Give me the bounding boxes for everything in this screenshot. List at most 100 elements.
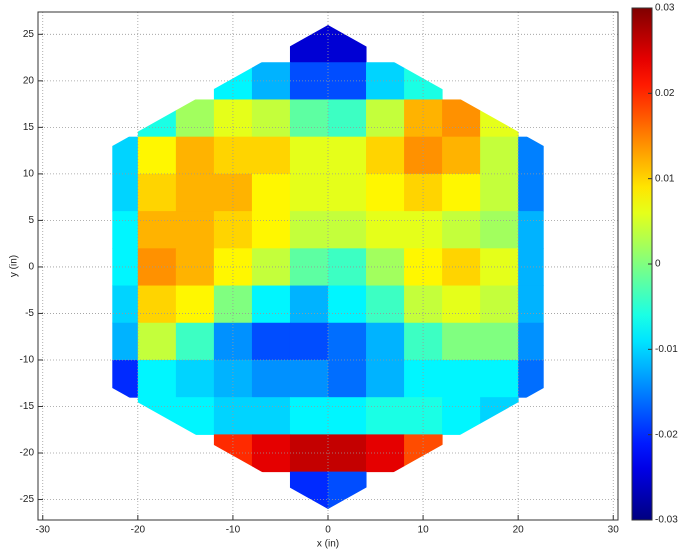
heat-cell bbox=[176, 360, 215, 398]
heat-cell bbox=[328, 397, 367, 435]
heat-cell bbox=[480, 211, 519, 249]
heat-cell bbox=[518, 360, 557, 398]
heat-cell bbox=[366, 397, 405, 435]
heat-cell bbox=[480, 137, 519, 175]
y-tick-label: 20 bbox=[23, 75, 35, 86]
heat-cell bbox=[138, 397, 177, 435]
y-tick-label: -10 bbox=[20, 355, 35, 366]
heat-cell bbox=[328, 99, 367, 137]
heat-cell bbox=[442, 286, 481, 324]
x-tick-label: -30 bbox=[36, 525, 51, 536]
x-tick-label: 10 bbox=[418, 525, 430, 536]
colorbar-tick-label: -0.01 bbox=[655, 344, 678, 355]
heat-cell bbox=[442, 211, 481, 249]
x-axis-label: x (in) bbox=[317, 539, 339, 550]
heat-cell bbox=[176, 286, 215, 324]
heat-cell bbox=[442, 99, 481, 137]
heat-cell bbox=[138, 211, 177, 249]
heat-cell bbox=[176, 211, 215, 249]
heat-cell bbox=[290, 286, 329, 324]
heat-cell bbox=[442, 174, 481, 212]
heat-cell bbox=[138, 286, 177, 324]
heat-cell bbox=[138, 174, 177, 212]
heat-cell bbox=[290, 434, 329, 472]
heat-cell bbox=[252, 360, 291, 398]
heat-cell bbox=[442, 397, 481, 435]
heat-cell bbox=[252, 211, 291, 249]
heat-cell bbox=[176, 174, 215, 212]
colorbar-tick-label: -0.03 bbox=[655, 515, 678, 526]
heat-cell bbox=[100, 174, 139, 212]
heat-cell bbox=[138, 137, 177, 175]
heat-cell bbox=[366, 286, 405, 324]
heat-cell bbox=[100, 286, 139, 324]
heat-cell bbox=[138, 323, 177, 361]
heat-cell bbox=[480, 174, 519, 212]
heat-cell bbox=[366, 323, 405, 361]
heat-cell bbox=[290, 323, 329, 361]
heat-cell bbox=[100, 360, 139, 398]
heat-cell bbox=[100, 137, 139, 175]
colorbar-tick-label: 0.02 bbox=[655, 88, 675, 99]
heat-cell bbox=[100, 211, 139, 249]
heat-cell bbox=[480, 397, 519, 435]
heat-cell bbox=[252, 137, 291, 175]
y-tick-label: -15 bbox=[20, 401, 35, 412]
heat-cell bbox=[138, 360, 177, 398]
heat-cell bbox=[518, 248, 557, 286]
heat-cell bbox=[252, 397, 291, 435]
y-tick-label: 15 bbox=[23, 122, 35, 133]
heat-cell bbox=[176, 397, 215, 435]
heat-cell bbox=[290, 62, 329, 100]
y-tick-label: 10 bbox=[23, 169, 35, 180]
y-tick-label: -20 bbox=[20, 448, 35, 459]
y-axis-label: y (in) bbox=[9, 255, 20, 277]
heat-cell bbox=[442, 137, 481, 175]
heat-cell bbox=[518, 323, 557, 361]
heat-cell bbox=[366, 360, 405, 398]
x-tick-label: 0 bbox=[325, 525, 331, 536]
y-tick-label: 25 bbox=[23, 29, 35, 40]
heat-cell bbox=[518, 286, 557, 324]
heat-cell bbox=[328, 360, 367, 398]
heat-cell bbox=[290, 360, 329, 398]
heat-cell bbox=[100, 323, 139, 361]
heat-cell bbox=[290, 248, 329, 286]
y-tick-label: 0 bbox=[28, 262, 34, 273]
heat-cell bbox=[480, 360, 519, 398]
heat-cell bbox=[480, 286, 519, 324]
heat-cell bbox=[290, 99, 329, 137]
heat-cell bbox=[518, 174, 557, 212]
heat-cell bbox=[176, 323, 215, 361]
heat-cell bbox=[252, 286, 291, 324]
heat-cell bbox=[252, 99, 291, 137]
heat-cell bbox=[290, 25, 329, 63]
x-tick-label: -10 bbox=[226, 525, 241, 536]
heat-cell bbox=[442, 323, 481, 361]
heat-cell bbox=[366, 174, 405, 212]
heat-cell bbox=[176, 99, 215, 137]
heat-cell bbox=[328, 472, 367, 510]
y-tick-label: 5 bbox=[28, 215, 34, 226]
heat-cell bbox=[442, 360, 481, 398]
heat-cell bbox=[480, 99, 519, 137]
y-tick-label: -25 bbox=[20, 494, 35, 505]
heat-cell bbox=[138, 99, 177, 137]
heat-cell bbox=[176, 137, 215, 175]
heat-cell bbox=[252, 174, 291, 212]
heat-cell bbox=[366, 99, 405, 137]
heat-cell bbox=[328, 286, 367, 324]
colorbar-tick-label: -0.02 bbox=[655, 429, 678, 440]
heat-cell bbox=[480, 323, 519, 361]
colorbar-tick-label: 0 bbox=[655, 259, 661, 270]
heat-cell bbox=[252, 323, 291, 361]
y-tick-label: -5 bbox=[25, 308, 34, 319]
heat-cell bbox=[328, 137, 367, 175]
heat-cell bbox=[366, 137, 405, 175]
heat-cell bbox=[518, 211, 557, 249]
x-tick-label: 30 bbox=[608, 525, 620, 536]
heat-cell bbox=[328, 25, 367, 63]
heat-cell bbox=[328, 323, 367, 361]
heat-cell bbox=[328, 211, 367, 249]
heat-cell bbox=[176, 248, 215, 286]
